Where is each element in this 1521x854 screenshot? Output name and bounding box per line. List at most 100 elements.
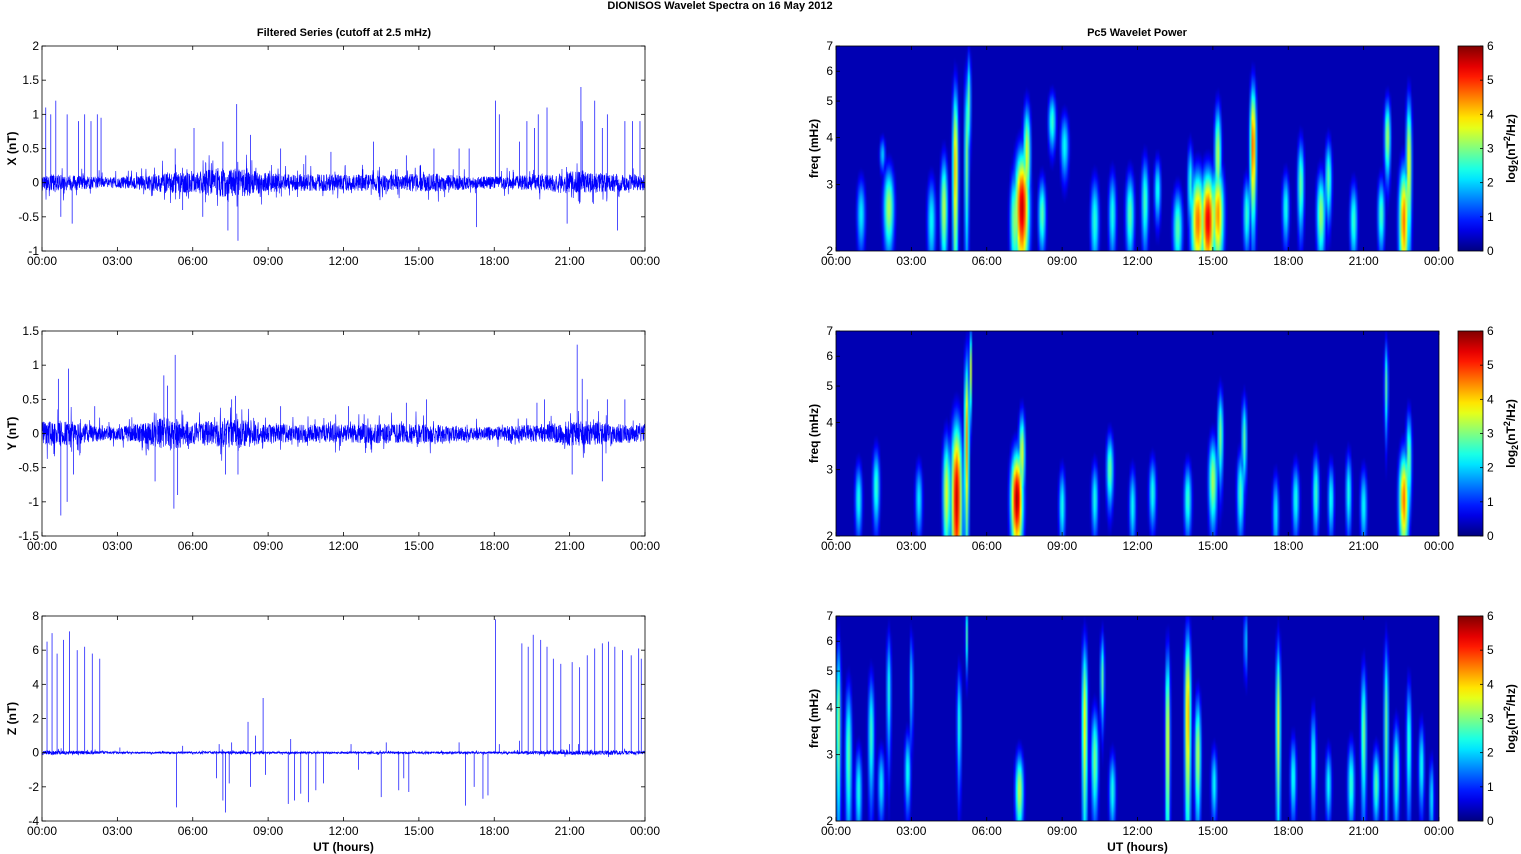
y-tick-label: 3 <box>826 178 833 192</box>
y-tick-label: 7 <box>826 609 833 623</box>
y-axis-label: freq (mHz) <box>807 404 821 463</box>
x-tick-label: 18:00 <box>1273 824 1303 838</box>
colorbar-label-part: 2 <box>1502 421 1512 426</box>
colorbar <box>1457 330 1484 537</box>
wavelet-power-image <box>836 331 1439 536</box>
x-tick-label: 00:00 <box>821 824 851 838</box>
colorbar-tick-label: 1 <box>1487 210 1494 224</box>
x-tick-label: 03:00 <box>102 824 132 838</box>
x-tick-label: 00:00 <box>630 824 660 838</box>
y-tick-label: 1.5 <box>22 73 39 87</box>
colorbar-label-part: /Hz) <box>1504 399 1518 421</box>
colorbar-label-part: (nT <box>1504 711 1518 730</box>
x-tick-label: 21:00 <box>1349 254 1379 268</box>
x-tick-label: 21:00 <box>555 539 585 553</box>
y-tick-label: 0.5 <box>22 392 39 406</box>
y-tick-label: 5 <box>826 664 833 678</box>
x-tick-label: 06:00 <box>178 539 208 553</box>
y-tick-label: 0 <box>32 176 39 190</box>
x-tick-label: 18:00 <box>479 824 509 838</box>
x-tick-label: 15:00 <box>404 824 434 838</box>
z-series-panel: -4 -2 0 2 4 6 8 Z (nT) 00:00 03:00 06:00 09:00 12:00… <box>5 609 660 854</box>
left-column-title: Filtered Series (cutoff at 2.5 mHz) <box>257 27 432 39</box>
trace-line <box>41 748 646 758</box>
y-tick-label: -1 <box>28 244 39 258</box>
x-axis-label: UT (hours) <box>313 840 374 854</box>
x-tick-label: 12:00 <box>1122 539 1152 553</box>
colorbar-tick-label: 4 <box>1487 392 1494 406</box>
x-tick-label: 18:00 <box>479 539 509 553</box>
colorbar-tick-label: 2 <box>1487 746 1494 760</box>
colorbar-label-part: log <box>1504 735 1518 753</box>
x-tick-label: 12:00 <box>328 254 358 268</box>
x-tick-label: 06:00 <box>178 254 208 268</box>
colorbar-tick-label: 2 <box>1487 461 1494 475</box>
colorbar-label-part: (nT <box>1504 141 1518 160</box>
x-tick-label: 00:00 <box>821 539 851 553</box>
x-tick-label: 03:00 <box>102 539 132 553</box>
y-tick-label: 1 <box>32 358 39 372</box>
y-axis-label: Y (nT) <box>5 417 19 451</box>
y-tick-label: 8 <box>32 609 39 623</box>
x-tick-label: 12:00 <box>328 824 358 838</box>
colorbar-label-part: /Hz) <box>1504 114 1518 136</box>
colorbar-tick-label: 3 <box>1487 427 1494 441</box>
colorbar-label-part: 2 <box>1510 445 1520 450</box>
x-tick-label: 06:00 <box>178 824 208 838</box>
y-tick-label: 2 <box>32 39 39 53</box>
colorbar-label-part: 2 <box>1510 730 1520 735</box>
x-tick-label: 09:00 <box>1047 254 1077 268</box>
right-column-title: Pc5 Wavelet Power <box>1087 27 1188 39</box>
y-tick-label: 3 <box>826 463 833 477</box>
y-tick-label: 6 <box>826 634 833 648</box>
x-tick-label: 18:00 <box>1273 254 1303 268</box>
x-tick-label: 00:00 <box>630 254 660 268</box>
y-tick-label: 4 <box>826 131 833 145</box>
y-axis-label: freq (mHz) <box>807 689 821 748</box>
y-tick-label: -4 <box>28 814 39 828</box>
y-tick-label: 5 <box>826 94 833 108</box>
plot-background <box>42 616 645 821</box>
colorbar-label: log2(nT2/Hz) <box>1502 114 1520 183</box>
colorbar-tick-label: 6 <box>1487 609 1494 623</box>
y-tick-label: 6 <box>826 64 833 78</box>
colorbar-tick-label: 4 <box>1487 107 1494 121</box>
plot-background <box>42 46 645 251</box>
x-tick-label: 06:00 <box>972 254 1002 268</box>
y-tick-label: 3 <box>826 748 833 762</box>
colorbar-tick-label: 3 <box>1487 142 1494 156</box>
y-tick-label: 2 <box>32 712 39 726</box>
y-tick-label: 0.5 <box>22 142 39 156</box>
colorbar-tick-label: 4 <box>1487 677 1494 691</box>
y-tick-label: 7 <box>826 324 833 338</box>
x-tick-label: 00:00 <box>630 539 660 553</box>
y-tick-label: 2 <box>826 529 833 543</box>
y-tick-label: -0.5 <box>18 461 39 475</box>
x-tick-label: 03:00 <box>896 254 926 268</box>
colorbar-label-part: log <box>1504 165 1518 183</box>
colorbar-tick-label: 3 <box>1487 712 1494 726</box>
x-tick-label: 06:00 <box>972 824 1002 838</box>
y-axis-label: X (nT) <box>5 132 19 166</box>
x-tick-label: 15:00 <box>1198 254 1228 268</box>
x-tick-label: 00:00 <box>821 254 851 268</box>
x-tick-label: 12:00 <box>328 539 358 553</box>
colorbar-label-part: 2 <box>1502 136 1512 141</box>
x-tick-label: 03:00 <box>896 824 926 838</box>
x-tick-label: 06:00 <box>972 539 1002 553</box>
colorbar-tick-label: 5 <box>1487 643 1494 657</box>
y-tick-label: 7 <box>826 39 833 53</box>
colorbar-label-part: 2 <box>1510 160 1520 165</box>
colorbar-tick-label: 1 <box>1487 780 1494 794</box>
y-tick-label: -1 <box>28 495 39 509</box>
colorbar-tick-label: 5 <box>1487 358 1494 372</box>
colorbar-tick-label: 0 <box>1487 814 1494 828</box>
x-tick-label: 21:00 <box>555 254 585 268</box>
y-tick-label: 4 <box>32 677 39 691</box>
colorbar-tick-label: 1 <box>1487 495 1494 509</box>
wavelet-power-image <box>836 46 1439 251</box>
x-tick-label: 00:00 <box>27 824 57 838</box>
y-tick-label: 5 <box>826 379 833 393</box>
